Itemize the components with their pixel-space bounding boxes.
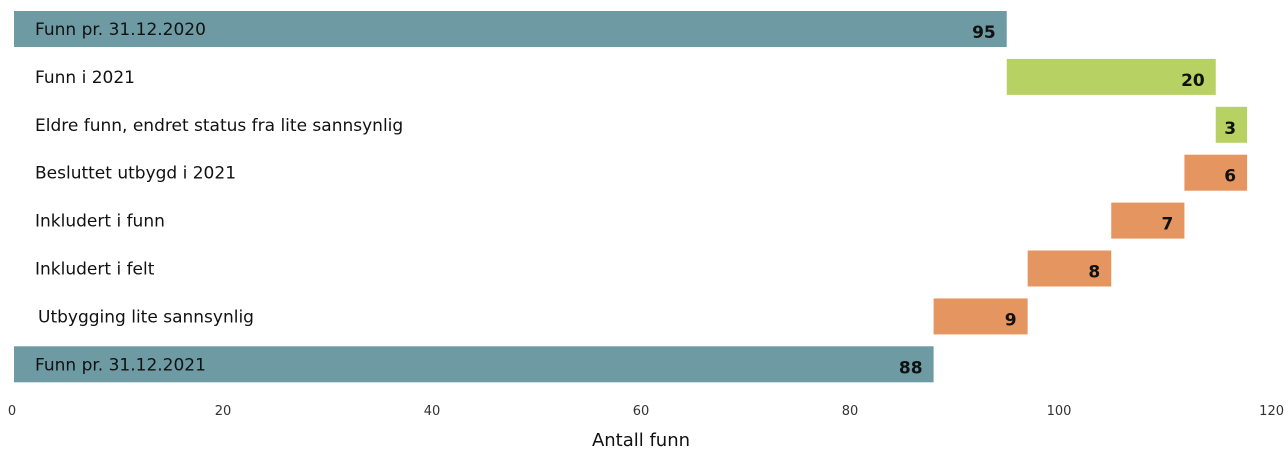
x-tick-label: 40 [424,404,441,419]
value-label: 88 [899,358,923,378]
value-label: 95 [972,23,996,43]
x-tick-label: 20 [215,404,232,419]
bar-decrease [1111,203,1184,239]
x-axis-title: Antall funn [592,430,690,451]
x-tick-label: 60 [633,404,650,419]
category-label: Inkludert i funn [35,212,165,232]
value-label: 7 [1162,215,1174,235]
value-label: 20 [1181,71,1205,91]
x-tick-label: 120 [1259,404,1284,419]
x-tick-label: 100 [1047,404,1072,419]
category-label: Eldre funn, endret status fra lite sanns… [35,116,403,136]
x-tick-label: 0 [8,404,16,419]
category-label: Inkludert i felt [35,260,155,280]
value-label: 6 [1224,167,1236,187]
x-tick-label: 80 [842,404,859,419]
category-label: Funn i 2021 [35,68,135,88]
category-label: Funn pr. 31.12.2021 [35,355,206,375]
category-label: Utbygging lite sannsynlig [38,307,254,327]
x-axis-ticks: 0 20 40 60 80 100 120 [8,404,1284,419]
value-label: 8 [1088,263,1100,283]
value-label: 9 [1005,310,1017,330]
category-label: Funn pr. 31.12.2020 [35,20,206,40]
bar-decrease [1184,155,1247,191]
category-label: Besluttet utbygd i 2021 [35,164,236,184]
value-label: 3 [1224,119,1236,139]
